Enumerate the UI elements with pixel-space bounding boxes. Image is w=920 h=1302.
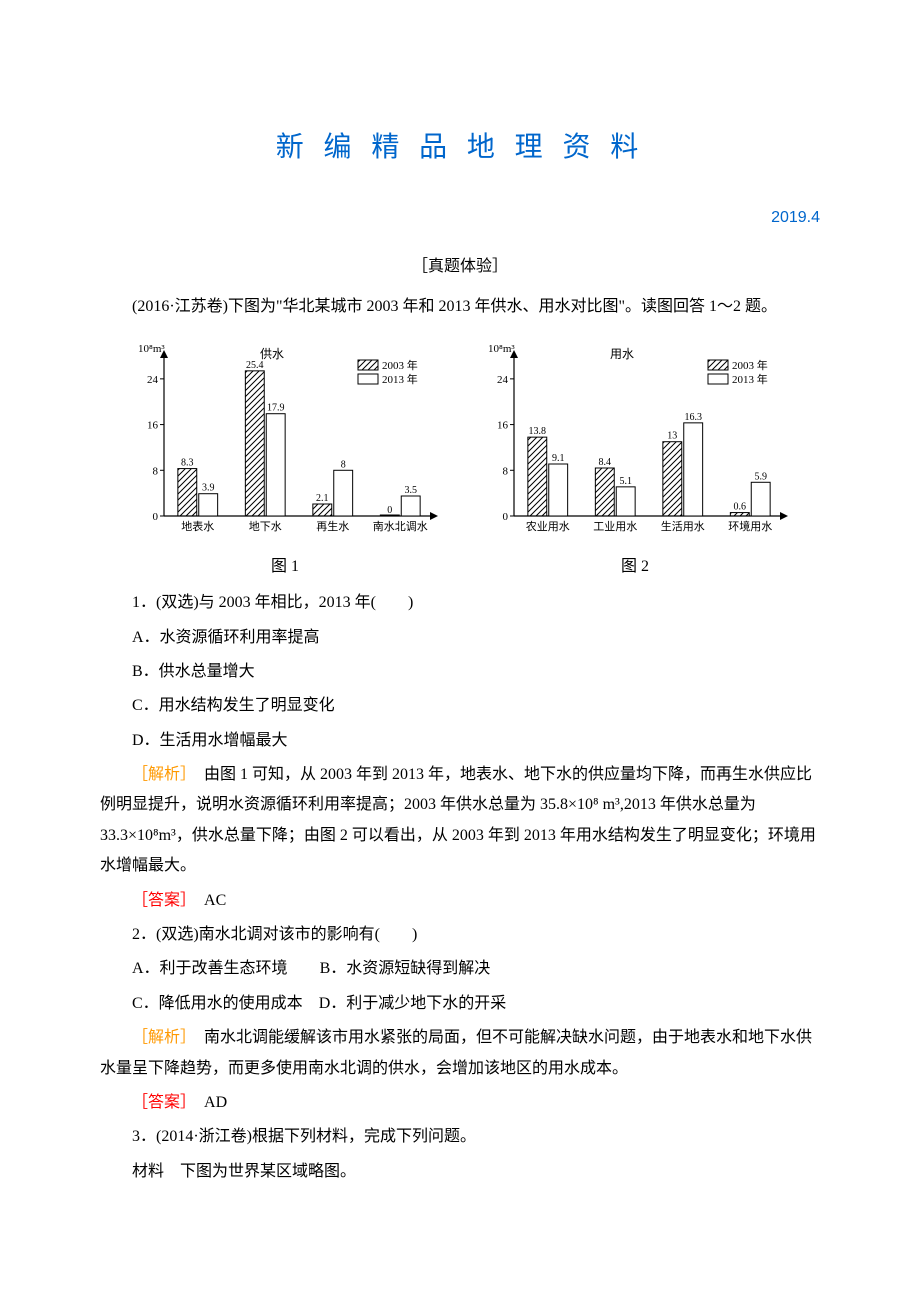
svg-text:0: 0: [503, 511, 509, 523]
chart-1-svg: 0 8 16 24 10⁸m³ 8.3 3.9 地表水 25.4 17.9 地下水 2.1 8 再生水 0 3…: [130, 338, 440, 538]
q2-answer: ［答案］ AD: [100, 1088, 820, 1118]
svg-text:2.1: 2.1: [316, 493, 329, 504]
svg-text:24: 24: [147, 374, 159, 386]
q1-analysis: ［解析］ 由图 1 可知，从 2003 年到 2013 年，地表水、地下水的供应…: [100, 760, 820, 882]
svg-text:0: 0: [387, 505, 392, 516]
svg-text:2013 年: 2013 年: [382, 372, 418, 386]
q2-analysis: ［解析］ 南水北调能缓解该市用水紧张的局面，但不可能解决缺水问题，由于地表水和地…: [100, 1023, 820, 1084]
answer-label: ［答案］: [132, 1094, 188, 1111]
svg-text:0: 0: [153, 511, 159, 523]
svg-text:5.1: 5.1: [619, 476, 632, 487]
svg-text:10⁸m³: 10⁸m³: [488, 343, 515, 355]
svg-text:供水: 供水: [260, 347, 284, 361]
chart-1-caption: 图 1: [130, 552, 440, 582]
svg-text:地表水: 地表水: [181, 519, 214, 533]
svg-text:8.3: 8.3: [181, 458, 194, 469]
q1-option-b: B．供水总量增大: [100, 657, 820, 687]
analysis-label: ［解析］: [132, 766, 188, 783]
svg-text:3.5: 3.5: [404, 485, 417, 496]
q2-option-b: B．水资源短缺得到解决: [320, 960, 491, 977]
svg-text:16.3: 16.3: [684, 412, 702, 423]
chart-2: 0 8 16 24 10⁸m³ 13.8 9.1 农业用水 8.4 5.1 工业用水 13 16.3 生活…: [480, 338, 790, 582]
q2-option-a: A．利于改善生态环境: [132, 960, 288, 977]
svg-text:2013 年: 2013 年: [732, 372, 768, 386]
svg-text:工业用水: 工业用水: [593, 520, 637, 533]
svg-text:地下水: 地下水: [249, 520, 282, 533]
svg-text:环境用水: 环境用水: [728, 519, 772, 533]
q1-answer-text: AC: [188, 892, 226, 909]
answer-label: ［答案］: [132, 892, 188, 909]
q2-options-line2: C．降低用水的使用成本 D．利于减少地下水的开采: [100, 989, 820, 1019]
svg-text:5.9: 5.9: [754, 472, 767, 483]
intro-paragraph: (2016·江苏卷)下图为"华北某城市 2003 年和 2013 年供水、用水对…: [100, 292, 820, 322]
chart-2-svg: 0 8 16 24 10⁸m³ 13.8 9.1 农业用水 8.4 5.1 工业用水 13 16.3 生活…: [480, 338, 790, 538]
q2-options-line1: A．利于改善生态环境 B．水资源短缺得到解决: [100, 954, 820, 984]
svg-text:9.1: 9.1: [552, 453, 565, 464]
svg-text:再生水: 再生水: [316, 519, 349, 533]
q1-analysis-text: 由图 1 可知，从 2003 年到 2013 年，地表水、地下水的供应量均下降，…: [100, 766, 816, 874]
q2-option-c: C．降低用水的使用成本: [132, 995, 303, 1012]
svg-text:8: 8: [341, 460, 346, 471]
svg-text:16: 16: [147, 420, 159, 432]
svg-text:10⁸m³: 10⁸m³: [138, 343, 165, 355]
q2-answer-text: AD: [188, 1094, 227, 1111]
svg-text:南水北调水: 南水北调水: [373, 520, 428, 533]
svg-text:24: 24: [497, 374, 509, 386]
chart-2-caption: 图 2: [480, 552, 790, 582]
page-title: 新 编 精 品 地 理 资 料: [100, 120, 820, 173]
svg-text:农业用水: 农业用水: [526, 519, 570, 533]
q1-option-d: D．生活用水增幅最大: [100, 726, 820, 756]
svg-text:8: 8: [153, 466, 159, 478]
svg-text:2003 年: 2003 年: [382, 358, 418, 372]
q2-option-d: D．利于减少地下水的开采: [319, 995, 507, 1012]
q1-option-c: C．用水结构发生了明显变化: [100, 691, 820, 721]
chart-1: 0 8 16 24 10⁸m³ 8.3 3.9 地表水 25.4 17.9 地下水 2.1 8 再生水 0 3…: [130, 338, 440, 582]
svg-text:8: 8: [503, 466, 509, 478]
q3-stem: 3．(2014·浙江卷)根据下列材料，完成下列问题。: [100, 1122, 820, 1152]
q2-stem: 2．(双选)南水北调对该市的影响有( ): [100, 920, 820, 950]
q3-material: 材料 下图为世界某区域略图。: [100, 1157, 820, 1187]
q2-analysis-text: 南水北调能缓解该市用水紧张的局面，但不可能解决缺水问题，由于地表水和地下水供水量…: [100, 1029, 812, 1076]
svg-text:13: 13: [667, 431, 677, 442]
analysis-label: ［解析］: [132, 1029, 188, 1046]
q1-option-a: A．水资源循环利用率提高: [100, 623, 820, 653]
svg-text:0.6: 0.6: [734, 502, 747, 513]
svg-text:16: 16: [497, 420, 509, 432]
charts-row: 0 8 16 24 10⁸m³ 8.3 3.9 地表水 25.4 17.9 地下水 2.1 8 再生水 0 3…: [100, 338, 820, 582]
svg-text:2003 年: 2003 年: [732, 358, 768, 372]
section-header: ［真题体验］: [100, 252, 820, 282]
svg-text:生活用水: 生活用水: [661, 519, 705, 533]
q1-answer: ［答案］ AC: [100, 886, 820, 916]
q1-stem: 1．(双选)与 2003 年相比，2013 年( ): [100, 588, 820, 618]
page-date: 2019.4: [100, 203, 820, 233]
svg-text:3.9: 3.9: [202, 483, 215, 494]
svg-text:用水: 用水: [610, 347, 634, 361]
svg-text:17.9: 17.9: [267, 403, 285, 414]
svg-text:13.8: 13.8: [529, 427, 547, 438]
svg-text:8.4: 8.4: [599, 457, 612, 468]
svg-text:25.4: 25.4: [246, 360, 263, 371]
